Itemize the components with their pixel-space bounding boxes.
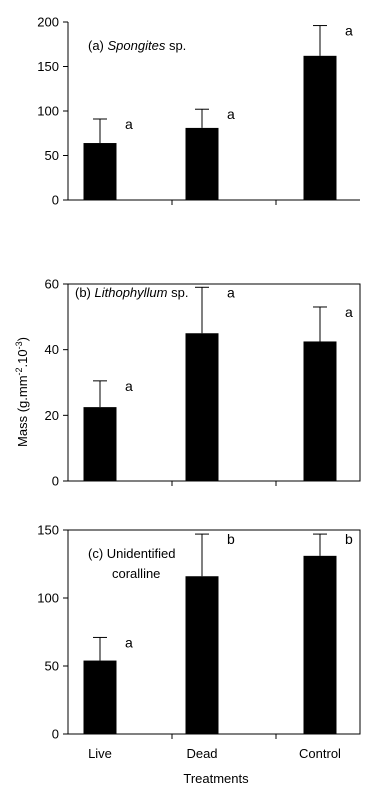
y-tick-label: 50: [45, 148, 59, 163]
panel-label-line2: coralline: [112, 566, 160, 581]
significance-letter: b: [227, 531, 235, 547]
y-tick-label: 100: [37, 104, 59, 119]
significance-letter: a: [125, 634, 133, 650]
y-tick-label: 0: [52, 474, 59, 489]
significance-letter: a: [345, 23, 353, 39]
x-tick-label: Live: [88, 746, 112, 761]
y-tick-label: 150: [37, 523, 59, 538]
panel-label: (b) Lithophyllum sp.: [75, 285, 188, 300]
y-tick-label: 100: [37, 591, 59, 606]
y-tick-label: 0: [52, 193, 59, 208]
bar-control: [303, 555, 337, 734]
significance-letter: a: [345, 304, 353, 320]
bar-dead: [185, 333, 219, 481]
bar-control: [303, 341, 337, 481]
bar-control: [303, 55, 337, 200]
bar-dead: [185, 576, 219, 734]
y-axis-title: Mass (g.mm-2.10-3): [14, 337, 30, 447]
bar-live: [83, 143, 117, 200]
panel-label: (c) Unidentified: [88, 546, 175, 561]
panel-label: (a) Spongites sp.: [88, 38, 186, 53]
x-axis-title: Treatments: [183, 771, 249, 786]
panel-a: 0 50 100 150 200 a a a (a) Spongites sp.: [37, 15, 360, 208]
y-tick-label: 40: [45, 342, 59, 357]
panel-b: 0 20 40 60 a a a (b) Lithophyllum sp.: [45, 277, 361, 489]
y-tick-label: 0: [52, 727, 59, 742]
y-tick-label: 20: [45, 408, 59, 423]
x-tick-label: Dead: [186, 746, 217, 761]
bar-live: [83, 660, 117, 734]
significance-letter: a: [125, 378, 133, 394]
significance-letter: b: [345, 531, 353, 547]
x-tick-label: Control: [299, 746, 341, 761]
y-tick-label: 150: [37, 59, 59, 74]
y-tick-label: 50: [45, 659, 59, 674]
significance-letter: a: [125, 116, 133, 132]
significance-letter: a: [227, 106, 235, 122]
y-tick-label: 60: [45, 277, 59, 292]
bar-live: [83, 407, 117, 481]
significance-letter: a: [227, 284, 235, 300]
y-tick-label: 200: [37, 15, 59, 30]
bar-dead: [185, 127, 219, 200]
panel-c: 0 50 100 150 a b b Live Dead Control (c) Unidentif…: [37, 523, 361, 761]
